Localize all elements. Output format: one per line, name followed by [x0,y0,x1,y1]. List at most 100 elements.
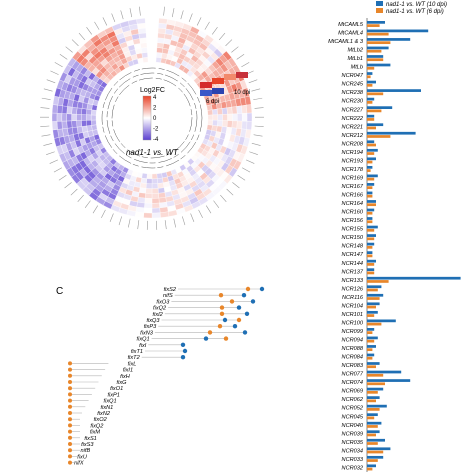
bar-6dpi [367,194,373,198]
bar-6dpi [367,348,373,352]
heat-cell [71,120,78,128]
gene-label-mark [196,17,202,26]
heat-cell [231,120,238,129]
bar-6dpi [367,390,378,394]
heat-cell [56,113,63,122]
bar-category-label: MtLb [351,65,363,71]
heat-cell [144,197,153,204]
gene-label-mark [226,188,234,196]
dumbbell-label: fixM [90,430,101,436]
gene-label-mark [190,213,195,222]
bar-10dpi [367,328,375,331]
bar-10dpi [367,293,384,297]
gene-label-mark [129,8,133,18]
heat-cell [81,114,87,121]
gene-label-mark [58,175,67,181]
heat-cell [51,121,58,131]
gene-label-mark [54,62,63,68]
bar-10dpi [367,46,389,50]
heat-cell [151,183,159,189]
dumbbell-point [236,317,242,323]
dumbbell-label: fixI [139,343,147,349]
dumbbell-label: fixS3 [81,442,94,448]
gene-label-mark [241,62,250,68]
bar-10dpi [367,63,391,67]
dumbbell-label: fixT2 [128,355,141,361]
gene-label-mark [46,151,55,155]
bar-category-label: NCR094 [342,338,363,344]
heat-cell [246,121,253,131]
heat-cell [146,178,153,184]
bar-category-label: NCR074 [342,380,363,386]
dumbbell-point [68,386,72,391]
dumbbell-point [244,311,250,316]
dumbbell-label: fixP3 [144,324,157,330]
bar-6dpi [367,220,373,224]
bar-6dpi [367,382,385,386]
gene-label-mark [249,151,258,155]
bar-10dpi [367,123,384,127]
bar-category-label: NCR222 [342,116,364,122]
heat-cell [156,52,163,59]
dumbbell-label: nifX [74,461,84,467]
center-label: nad1-1 vs. WT [126,148,179,157]
bar-6dpi [367,442,378,445]
gene-label-mark [182,216,186,226]
bar-6dpi [367,92,384,96]
heat-cell [158,18,168,25]
bar-category-label: NCR100 [342,320,364,326]
dumbbell-point [68,367,72,372]
bar-6dpi [367,211,373,215]
gene-label-mark [50,70,59,75]
dumbbell-label: fixU [77,454,88,460]
ring-highlight [212,78,224,84]
heat-cell [140,47,148,54]
heat-cell [157,32,166,39]
heat-cell [90,114,97,121]
heat-cell [217,120,223,127]
dumbbell-point [68,442,72,446]
dumbbell-point [180,342,186,347]
ncr-bar-chart: MtCAML5 MtCAML4 MtCAML1 & 3 MtLb2 MtLb1 MtLb N… [328,18,461,472]
bar-10dpi [367,268,375,272]
bar-category-label: NCR033 [342,457,364,463]
gene-label-mark [163,6,165,16]
bar-10dpi [367,89,421,92]
bar-category-label: NCR169 [342,175,363,181]
dumbbell-label: fixQ1 [104,399,117,405]
bar-6dpi [367,169,371,172]
bar-category-label: NCR212 [342,133,364,139]
gene-label-mark [232,182,240,189]
heat-cell [226,106,233,115]
bar-10dpi [367,387,384,391]
ring-highlight [212,88,224,94]
ring-highlight [224,74,236,80]
bar-category-label: NCR035 [342,440,364,446]
bar-category-label: NCR155 [342,227,364,233]
bar-category-label: NCR164 [342,201,363,207]
bar-category-label: NCR133 [342,278,364,284]
dumbbell-label: fixS2 [164,287,177,293]
gene-label-mark [94,21,100,30]
dumbbell-point [245,286,251,292]
bar-category-label: NCR230 [342,99,364,105]
bar-6dpi [367,254,373,258]
heat-cell [157,187,166,194]
dumbbell-label: fixQ2 [153,306,167,312]
bar-6dpi [367,228,375,232]
bar-category-label: NCR156 [342,218,364,224]
heat-cell [90,119,97,126]
gene-label-mark [53,167,62,173]
bar-10dpi [367,336,378,340]
gene-label-mark [43,143,53,146]
bar-6dpi [367,203,376,207]
gene-label-mark [78,32,86,41]
legend-tick: 0 [153,116,157,122]
bar-10dpi [367,234,376,237]
gene-label-mark [198,209,203,219]
dumbbell-label: fixQ2 [90,423,104,429]
bar-10dpi [367,413,378,417]
gene-label-mark [225,39,233,47]
bar-category-label: NCR245 [342,82,364,88]
heat-cell [143,212,153,219]
